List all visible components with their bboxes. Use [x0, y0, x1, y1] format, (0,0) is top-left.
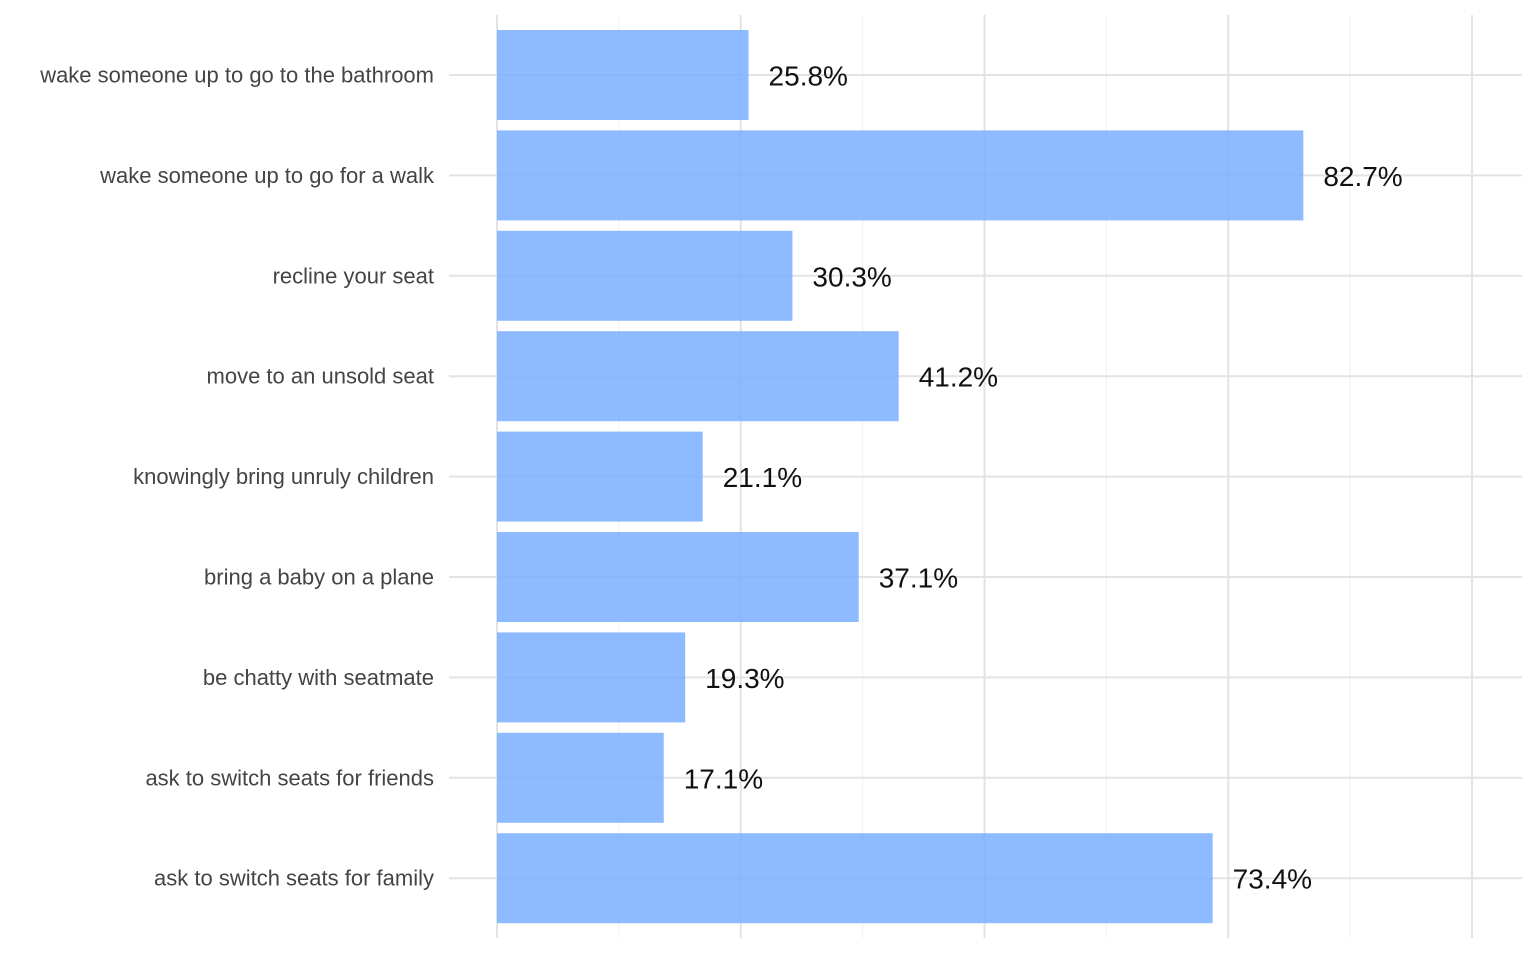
value-label: 17.1% [684, 763, 763, 794]
bar [497, 732, 664, 823]
value-label: 82.7% [1323, 161, 1402, 192]
value-label: 25.8% [769, 61, 848, 92]
value-label: 19.3% [705, 663, 784, 694]
category-label: ask to switch seats for friends [145, 765, 434, 790]
value-label: 73.4% [1233, 864, 1312, 895]
category-label: bring a baby on a plane [204, 565, 434, 590]
bar [497, 130, 1304, 221]
category-label: recline your seat [273, 263, 434, 288]
value-label: 41.2% [919, 362, 998, 393]
value-label: 21.1% [723, 462, 802, 493]
bar [497, 833, 1213, 924]
category-label: knowingly bring unruly children [133, 464, 434, 489]
category-label: move to an unsold seat [207, 364, 434, 389]
bars [497, 30, 1304, 924]
category-label: be chatty with seatmate [203, 665, 434, 690]
category-label: ask to switch seats for family [154, 866, 434, 891]
value-label: 30.3% [812, 261, 891, 292]
bar [497, 431, 703, 522]
bar [497, 331, 899, 422]
bar [497, 230, 793, 321]
bar [497, 532, 859, 622]
bar [497, 30, 749, 120]
bar [497, 632, 686, 723]
value-label: 37.1% [879, 563, 958, 594]
category-label: wake someone up to go for a walk [99, 163, 435, 188]
category-label: wake someone up to go to the bathroom [39, 63, 434, 88]
labels: wake someone up to go to the bathroom 25.… [39, 61, 1403, 895]
